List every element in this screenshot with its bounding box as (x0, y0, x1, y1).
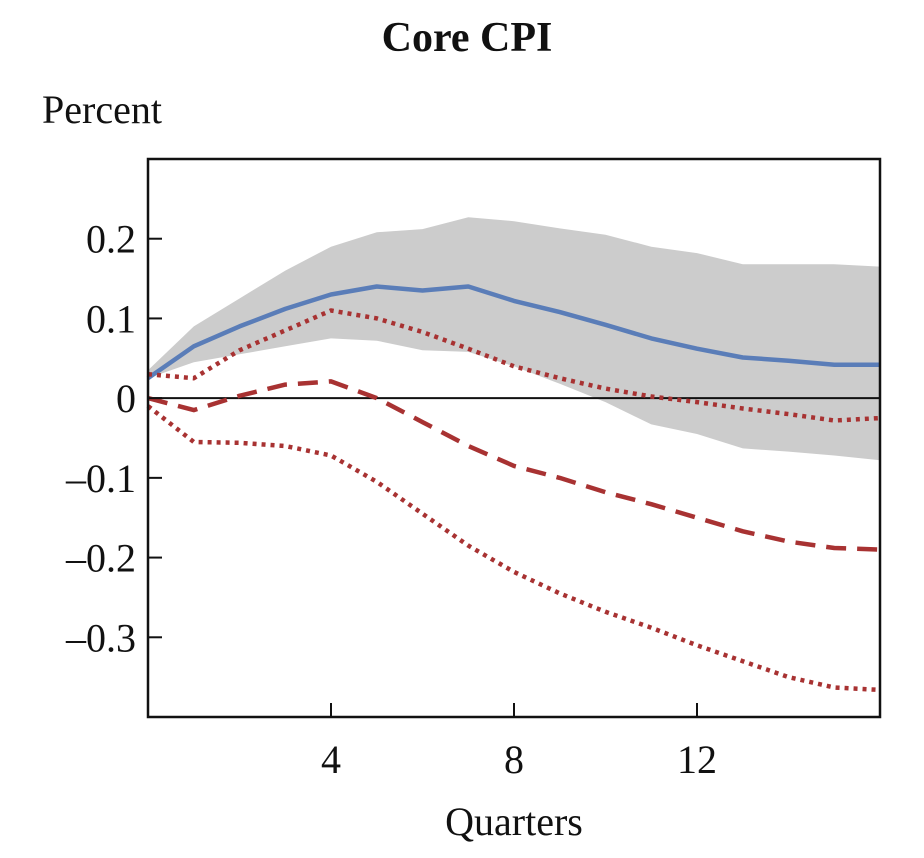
y-tick-label: –0.1 (65, 456, 136, 501)
y-tick-label: –0.3 (65, 615, 136, 660)
series-line-red-dotted-lower (146, 404, 881, 693)
x-tick-label: 4 (321, 737, 341, 782)
y-tick-label: 0 (116, 376, 136, 421)
series-line-blue-solid (146, 284, 880, 381)
series-line-red-dotted-upper (147, 308, 881, 423)
y-tick-label: –0.2 (65, 536, 136, 581)
x-tick-label: 12 (677, 737, 717, 782)
x-tick-label: 8 (504, 737, 524, 782)
x-axis-label: Quarters (445, 799, 583, 844)
chart-title: Core CPI (381, 15, 553, 61)
confidence-band (148, 217, 880, 461)
y-tick-label: 0.1 (86, 296, 136, 341)
series-line-red-dashed (147, 379, 881, 552)
y-axis-label: Percent (42, 87, 162, 132)
y-tick-label: 0.2 (86, 217, 136, 262)
